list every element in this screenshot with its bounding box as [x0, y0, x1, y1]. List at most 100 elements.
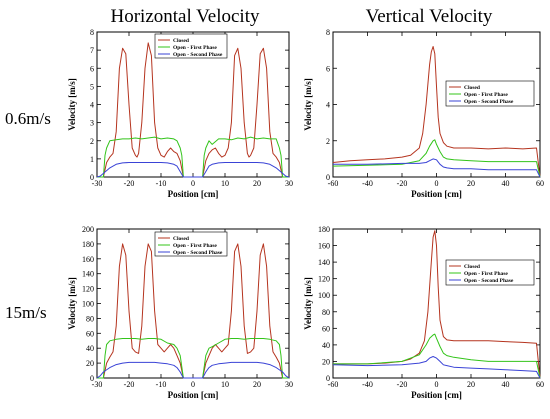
y-tick-label: 2	[90, 137, 94, 146]
y-tick-label: 100	[82, 300, 94, 309]
series-line-second	[96, 361, 290, 379]
x-tick-label: -30	[92, 179, 103, 188]
x-axis-label: Position [cm]	[411, 390, 462, 400]
legend-entry-closed: Closed	[464, 264, 480, 270]
y-tick-label: 60	[322, 324, 330, 333]
x-axis-label: Position [cm]	[168, 390, 219, 400]
y-tick-label: 1	[90, 155, 94, 164]
y-tick-label: 2	[326, 137, 330, 146]
x-tick-label: -40	[362, 179, 373, 188]
x-tick-label: 30	[285, 380, 293, 389]
y-tick-label: 60	[86, 329, 94, 338]
x-tick-label: -10	[156, 179, 167, 188]
column-title-horizontal: Horizontal Velocity	[111, 6, 260, 27]
y-axis-label: Velocity [m/s]	[303, 277, 313, 329]
x-tick-label: 0	[191, 380, 195, 389]
y-tick-label: 180	[82, 240, 94, 249]
x-tick-label: 60	[536, 179, 544, 188]
y-tick-label: 8	[326, 28, 330, 37]
y-tick-label: 0	[90, 374, 94, 383]
y-tick-label: 140	[82, 270, 94, 279]
x-tick-label: -40	[362, 380, 373, 389]
y-tick-label: 0	[326, 374, 330, 383]
series-line-first	[333, 333, 541, 379]
y-tick-label: 180	[318, 225, 330, 234]
legend-entry-closed: Closed	[173, 236, 189, 242]
y-tick-label: 8	[90, 28, 94, 37]
y-tick-label: 200	[82, 225, 94, 234]
legend-entry-second: Open - Second Phase	[173, 250, 223, 256]
x-tick-label: 30	[285, 179, 293, 188]
series-line-closed	[332, 46, 541, 178]
x-tick-label: 20	[253, 179, 261, 188]
legend-entry-first: Open - First Phase	[464, 92, 508, 98]
legend-entry-closed: Closed	[173, 38, 189, 44]
x-tick-label: 40	[502, 380, 510, 389]
chart-panel-4: -60 -40 -20 0 20 40 60 0 20 40 60 80 100 120 140 160 180…	[303, 225, 544, 400]
x-tick-label: -20	[397, 380, 408, 389]
legend-entry-closed: Closed	[464, 85, 480, 91]
chart-panel-2: -60 -40 -20 0 20 40 60 0 2 4 6 8 Position [cm] Veloci…	[303, 28, 544, 199]
row-label-bottom: 15m/s	[5, 303, 47, 322]
y-tick-label: 7	[90, 46, 94, 55]
x-tick-label: 60	[536, 380, 544, 389]
x-tick-label: -20	[124, 380, 135, 389]
y-axis-label: Velocity [m/s]	[67, 277, 77, 329]
x-tick-label: -60	[328, 380, 339, 389]
y-tick-label: 80	[322, 308, 330, 317]
y-tick-label: 6	[326, 64, 330, 73]
legend-entry-second: Open - Second Phase	[464, 99, 514, 105]
y-tick-label: 6	[90, 64, 94, 73]
x-tick-label: 20	[467, 179, 475, 188]
y-tick-label: 0	[326, 173, 330, 182]
x-tick-label: -10	[156, 380, 167, 389]
y-tick-label: 100	[318, 291, 330, 300]
y-tick-label: 160	[318, 242, 330, 251]
y-tick-label: 120	[318, 275, 330, 284]
y-tick-label: 4	[326, 101, 330, 110]
y-tick-label: 40	[322, 341, 330, 350]
x-axis-label: Position [cm]	[411, 189, 462, 199]
y-tick-label: 20	[322, 357, 330, 366]
x-tick-label: 20	[467, 380, 475, 389]
x-tick-label: 0	[435, 380, 439, 389]
legend-entry-first: Open - First Phase	[173, 45, 217, 51]
x-tick-label: 0	[435, 179, 439, 188]
x-tick-label: 10	[221, 179, 229, 188]
legend-entry-first: Open - First Phase	[464, 271, 508, 277]
y-tick-label: 140	[318, 258, 330, 267]
y-tick-label: 0	[90, 173, 94, 182]
x-tick-label: 20	[253, 380, 261, 389]
y-tick-label: 160	[82, 255, 94, 264]
y-tick-label: 20	[86, 359, 94, 368]
row-label-top: 0.6m/s	[5, 109, 51, 128]
y-axis-label: Velocity [m/s]	[67, 78, 77, 130]
y-tick-label: 4	[90, 101, 94, 110]
x-tick-label: 40	[502, 179, 510, 188]
x-tick-label: -60	[328, 179, 339, 188]
chart-panel-3: -30 -20 -10 0 10 20 30 0 20 40 60 80 100 120 140 160 180…	[67, 225, 293, 400]
x-tick-label: 0	[191, 179, 195, 188]
x-tick-label: -30	[92, 380, 103, 389]
series-line-second	[332, 356, 541, 379]
column-title-vertical: Vertical Velocity	[366, 6, 493, 27]
series-line-second	[333, 158, 541, 178]
x-axis-label: Position [cm]	[168, 189, 219, 199]
y-tick-label: 80	[86, 314, 94, 323]
x-tick-label: 10	[221, 380, 229, 389]
x-tick-label: -20	[397, 179, 408, 188]
x-tick-label: -20	[124, 179, 135, 188]
y-tick-label: 120	[82, 285, 94, 294]
chart-panel-1: -30 -20 -10 0 10 20 30 0 1 2 3 4 5 6 7 8 Position [cm] Ve…	[67, 28, 293, 199]
y-tick-label: 5	[90, 82, 94, 91]
y-tick-label: 3	[90, 119, 94, 128]
y-axis-label: Velocity [m/s]	[303, 78, 313, 130]
series-line-first	[332, 139, 541, 178]
legend-entry-first: Open - First Phase	[173, 243, 217, 249]
series-line-second	[96, 162, 290, 178]
